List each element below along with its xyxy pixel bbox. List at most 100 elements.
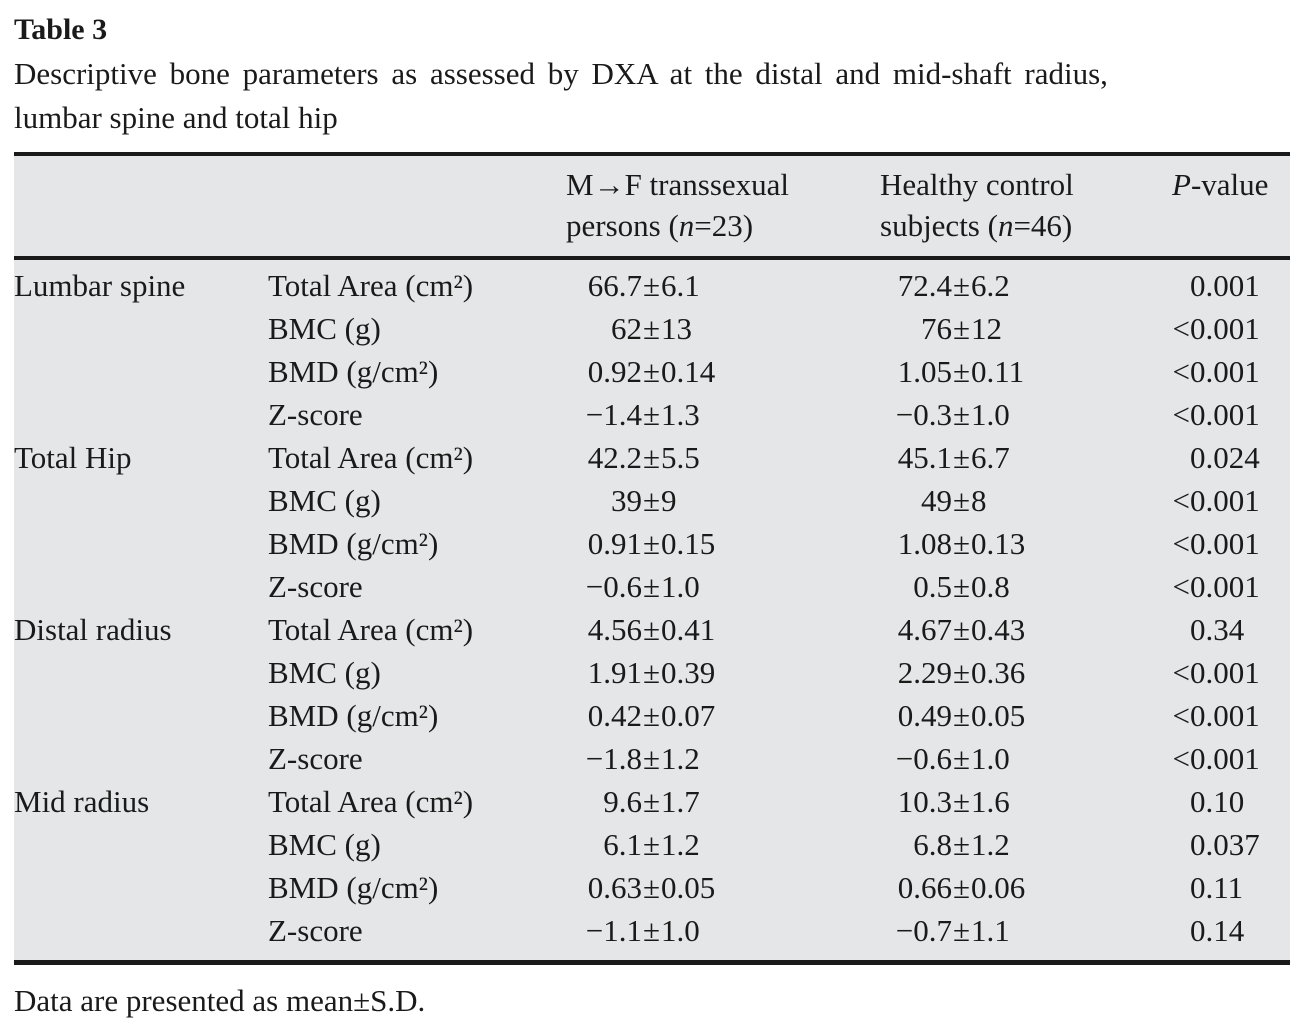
p-value-cell: 0.024 <box>1172 436 1290 479</box>
transsexual-value-cell: 9.6 ±1.7 <box>566 780 880 823</box>
column-header-control-group: Healthy control subjects (n=46) <box>880 164 1172 246</box>
site-cell <box>14 479 268 522</box>
parameter-cell: BMD (g/cm²) <box>268 870 439 905</box>
site-cell <box>14 737 268 780</box>
p-value: 0.001 <box>1190 483 1260 518</box>
plus-minus-sign: ± <box>953 268 971 303</box>
table-row: BMD (g/cm²) 0.63 ±0.05 0.66 ±0.06 0.11 <box>14 866 1290 909</box>
p-value: 0.14 <box>1190 913 1245 948</box>
sd-value: 1.3 <box>661 397 700 432</box>
header-site-column-spacer <box>14 164 268 246</box>
plus-minus-sign: ± <box>643 784 661 819</box>
mean-value: 0.63 <box>587 870 642 905</box>
sd-value: 8 <box>971 483 987 518</box>
table-row: Z-score −1.4 ±1.3 −0.3 ±1.0 <0.001 <box>14 393 1290 436</box>
site-cell <box>14 393 268 436</box>
less-than-sign <box>1172 264 1190 307</box>
sd-value: 0.8 <box>971 569 1010 604</box>
p-value: 0.11 <box>1190 870 1244 905</box>
p-value: 0.10 <box>1190 784 1245 819</box>
transsexual-value-cell: −0.6 ±1.0 <box>566 565 880 608</box>
transsexual-value-cell: 6.1 ±1.2 <box>566 823 880 866</box>
transsexual-value-cell: 0.91 ±0.15 <box>566 522 880 565</box>
table-row: Lumbar spine Total Area (cm²) 66.7 ±6.1 7… <box>14 264 1290 307</box>
plus-minus-sign: ± <box>953 870 971 905</box>
site-cell: Mid radius <box>14 784 150 819</box>
site-cell <box>14 350 268 393</box>
mean-value: 4.56 <box>587 612 642 647</box>
sd-value: 0.14 <box>661 354 716 389</box>
p-value-cell: 0.34 <box>1172 608 1290 651</box>
transsexual-value-cell: 0.63 ±0.05 <box>566 866 880 909</box>
table-row: BMC (g) 62 ±13 76 ±12 <0.001 <box>14 307 1290 350</box>
sd-value: 1.0 <box>971 397 1010 432</box>
sd-value: 0.13 <box>971 526 1026 561</box>
transsexual-value-cell: 39 ±9 <box>566 479 880 522</box>
site-cell <box>14 307 268 350</box>
less-than-sign: < <box>1172 741 1190 776</box>
header-parameter-column-spacer <box>268 164 566 246</box>
mean-value: 1.91 <box>587 655 642 690</box>
plus-minus-sign: ± <box>643 741 661 776</box>
plus-minus-sign: ± <box>953 354 971 389</box>
mean-value: 39 <box>611 483 642 518</box>
sd-value: 6.1 <box>661 268 700 303</box>
control-value-cell: 45.1 ±6.7 <box>880 436 1172 479</box>
sd-value: 1.7 <box>661 784 700 819</box>
less-than-sign <box>1172 823 1190 866</box>
p-value: 0.001 <box>1190 311 1260 346</box>
parameter-cell: Z-score <box>268 741 363 776</box>
mean-value: 0.91 <box>587 526 642 561</box>
transsexual-value-cell: −1.4 ±1.3 <box>566 393 880 436</box>
mean-value: 4.67 <box>897 612 952 647</box>
mean-value: −1.8 <box>585 741 642 776</box>
sd-value: 1.2 <box>661 741 700 776</box>
mean-value: 9.6 <box>603 784 642 819</box>
sd-value: 0.39 <box>661 655 716 690</box>
less-than-sign: < <box>1172 526 1190 561</box>
plus-minus-sign: ± <box>643 569 661 604</box>
p-value-cell: 0.10 <box>1172 780 1290 823</box>
plus-minus-sign: ± <box>643 612 661 647</box>
p-value: 0.001 <box>1190 741 1260 776</box>
control-value-cell: 1.08 ±0.13 <box>880 522 1172 565</box>
sd-value: 1.0 <box>971 741 1010 776</box>
site-cell <box>14 522 268 565</box>
p-value: 0.001 <box>1190 698 1260 733</box>
plus-minus-sign: ± <box>953 483 971 518</box>
mean-value: 49 <box>921 483 952 518</box>
sd-value: 0.43 <box>971 612 1026 647</box>
parameter-cell: BMC (g) <box>268 311 381 346</box>
mean-value: −0.3 <box>895 397 952 432</box>
parameter-cell: BMC (g) <box>268 827 381 862</box>
parameter-cell: Total Area (cm²) <box>268 784 474 819</box>
table-number: Table 3 <box>14 13 108 46</box>
plus-minus-sign: ± <box>953 311 971 346</box>
column-header-transsexual-line2: persons (n=23) <box>566 208 754 243</box>
sd-value: 1.2 <box>661 827 700 862</box>
less-than-sign <box>1172 909 1190 952</box>
p-value: 0.001 <box>1190 655 1260 690</box>
less-than-sign: < <box>1172 569 1190 604</box>
mean-value: −0.7 <box>895 913 952 948</box>
plus-minus-sign: ± <box>643 870 661 905</box>
less-than-sign: < <box>1172 698 1190 733</box>
column-header-control-line2: subjects (n=46) <box>880 208 1073 243</box>
control-value-cell: 0.49 ±0.05 <box>880 694 1172 737</box>
parameter-cell: BMD (g/cm²) <box>268 354 439 389</box>
dxa-parameters-table: M→F transsexual persons (n=23) Healthy c… <box>14 152 1290 965</box>
plus-minus-sign: ± <box>643 483 661 518</box>
plus-minus-sign: ± <box>953 784 971 819</box>
p-value: 0.001 <box>1190 569 1260 604</box>
column-header-transsexual-line1: M→F transsexual <box>566 167 790 202</box>
mean-value: 0.92 <box>587 354 642 389</box>
site-cell <box>14 651 268 694</box>
n-symbol: n <box>997 208 1014 243</box>
sd-value: 6.2 <box>971 268 1010 303</box>
p-value-cell: <0.001 <box>1172 565 1290 608</box>
control-value-cell: 4.67 ±0.43 <box>880 608 1172 651</box>
control-value-cell: 0.5 ±0.8 <box>880 565 1172 608</box>
parameter-cell: Total Area (cm²) <box>268 440 474 475</box>
transsexual-value-cell: −1.1 ±1.0 <box>566 909 880 952</box>
